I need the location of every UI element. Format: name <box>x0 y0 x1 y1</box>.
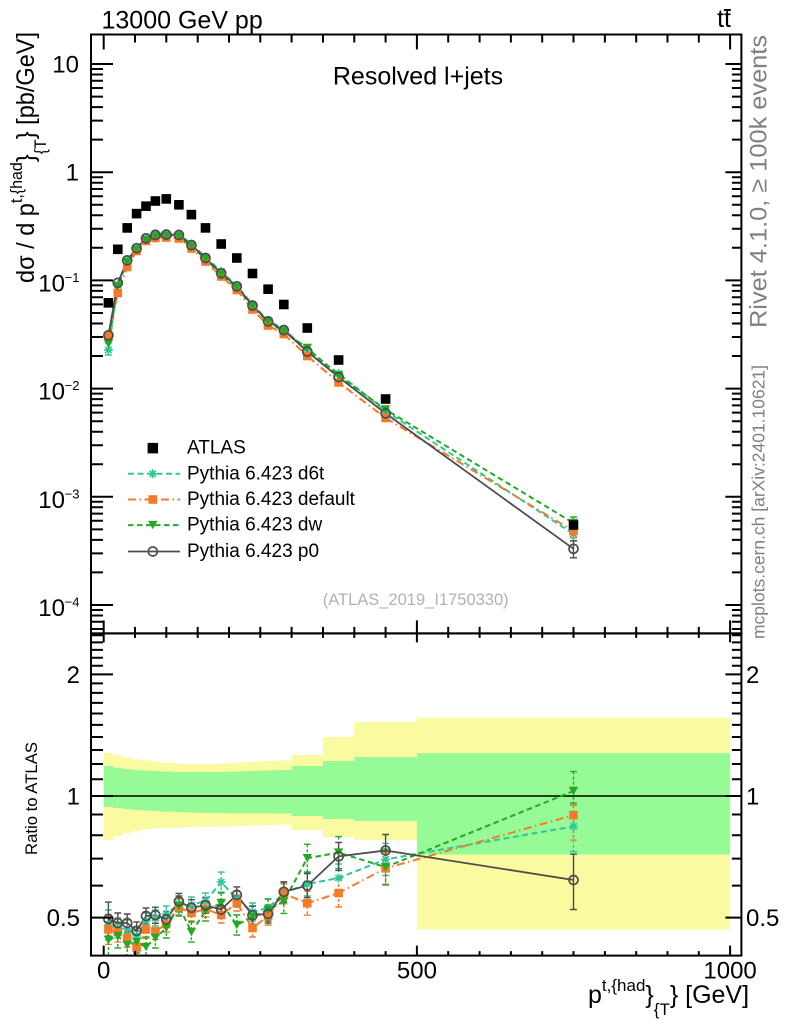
svg-text:mcplots.cern.ch [arXiv:2401.10: mcplots.cern.ch [arXiv:2401.10621] <box>749 365 769 639</box>
svg-text:10: 10 <box>52 52 79 79</box>
svg-text:2: 2 <box>746 662 759 689</box>
svg-text:−3: −3 <box>65 486 80 501</box>
svg-text:10: 10 <box>38 270 65 297</box>
svg-text:10: 10 <box>38 379 65 406</box>
svg-text:13000 GeV pp: 13000 GeV pp <box>102 7 263 35</box>
svg-text:0: 0 <box>97 957 110 984</box>
svg-text:Pythia 6.423 p0: Pythia 6.423 p0 <box>187 541 319 562</box>
svg-text:−4: −4 <box>65 595 80 610</box>
svg-text:Pythia 6.423 d6t: Pythia 6.423 d6t <box>187 463 325 484</box>
svg-text:1: 1 <box>746 784 759 811</box>
svg-text:ATLAS: ATLAS <box>187 438 246 459</box>
svg-text:Pythia 6.423 dw: Pythia 6.423 dw <box>187 515 322 536</box>
svg-text:0.5: 0.5 <box>47 905 80 932</box>
svg-text:10: 10 <box>38 595 65 622</box>
svg-text:−2: −2 <box>65 378 80 393</box>
svg-text:2: 2 <box>67 662 80 689</box>
svg-text:1000: 1000 <box>703 957 756 984</box>
svg-text:(ATLAS_2019_I1750330): (ATLAS_2019_I1750330) <box>323 591 509 609</box>
svg-text:Ratio to ATLAS: Ratio to ATLAS <box>22 742 41 855</box>
svg-text:0.5: 0.5 <box>746 905 779 932</box>
svg-text:1: 1 <box>67 784 80 811</box>
svg-text:500: 500 <box>397 957 437 984</box>
svg-text:Rivet 4.1.0, ≥ 100k events: Rivet 4.1.0, ≥ 100k events <box>746 35 773 328</box>
svg-text:1: 1 <box>66 160 79 187</box>
svg-text:−1: −1 <box>65 270 80 285</box>
svg-text:Resolved l+jets: Resolved l+jets <box>333 63 503 91</box>
svg-text:Pythia 6.423 default: Pythia 6.423 default <box>187 489 356 510</box>
svg-text:10: 10 <box>38 487 65 514</box>
svg-text:tt: tt <box>717 5 731 33</box>
